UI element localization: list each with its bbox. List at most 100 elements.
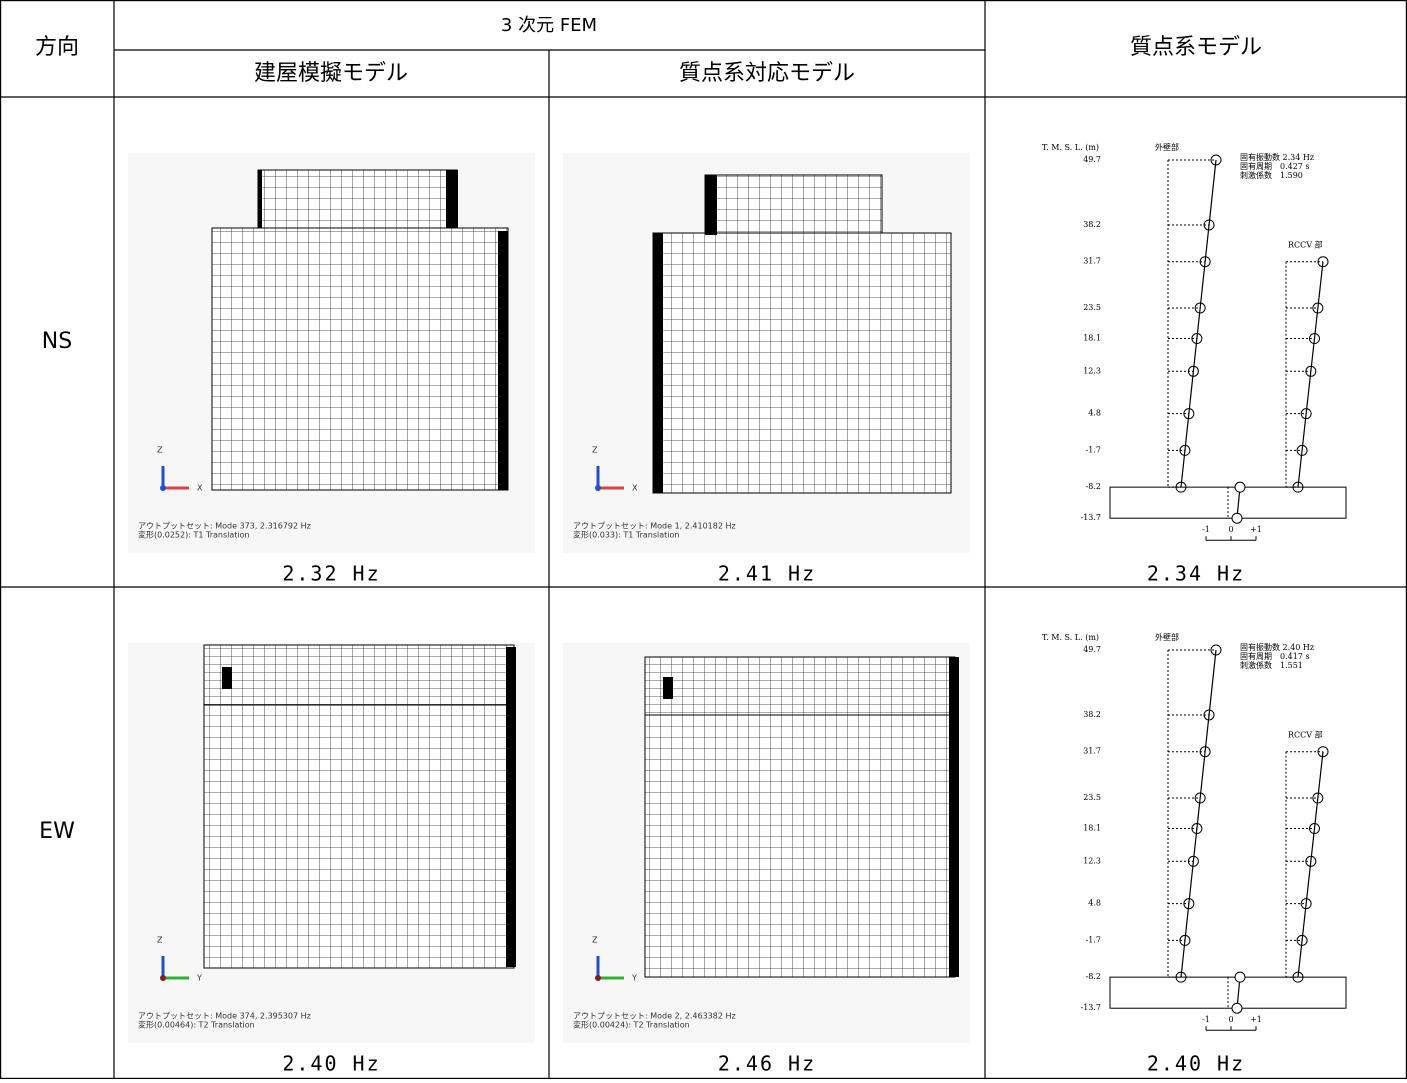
- level-label: 12.3: [1083, 366, 1101, 375]
- axis-label: Z: [592, 446, 598, 455]
- unit-label: T. M. S. L. (m): [1042, 633, 1099, 642]
- rccv-label: RCCV 部: [1288, 240, 1323, 250]
- fem-bar: [949, 657, 959, 977]
- mass-node: [1317, 746, 1329, 758]
- mass-node: [1312, 792, 1324, 804]
- mass-node: [1210, 644, 1222, 656]
- fem-bar: [663, 677, 673, 699]
- mass-node: [1234, 481, 1246, 493]
- mass-node: [1305, 855, 1317, 867]
- scale-label: -1: [1202, 525, 1210, 534]
- fem-bar: [258, 170, 262, 228]
- header-mass-model: 質点系モデル: [1130, 35, 1262, 60]
- outer-label: 外壁部: [1155, 632, 1179, 642]
- mass-node: [1179, 444, 1191, 456]
- mode-info: 刺激係数 1.551: [1240, 660, 1303, 670]
- fem-mesh: [644, 714, 956, 978]
- fem-caption: アウトプットセット: Mode 1, 2.410182 Hz: [573, 522, 736, 531]
- mode-stick: [1297, 261, 1324, 488]
- level-label: -8.2: [1086, 482, 1101, 491]
- mode-stick: [1297, 751, 1324, 978]
- mass-node: [1175, 481, 1187, 493]
- fem-bar: [222, 667, 232, 689]
- level-label: 49.7: [1083, 155, 1101, 164]
- fem-mesh: [203, 644, 515, 706]
- mass-node: [1210, 154, 1222, 166]
- level-label: 23.5: [1083, 793, 1101, 802]
- fem-caption: 変形(0.033): T1 Translation: [573, 530, 680, 540]
- mass-node: [1317, 256, 1329, 268]
- mass-node: [1305, 365, 1317, 377]
- fem-mesh: [652, 232, 952, 494]
- scale-label: -1: [1202, 1015, 1210, 1024]
- level-label: 18.1: [1083, 824, 1101, 833]
- frequency: 2.41 Hz: [718, 562, 816, 586]
- level-label: -13.7: [1080, 1003, 1101, 1012]
- header-fem: 3 次元 FEM: [501, 15, 597, 36]
- scale-label: 0: [1228, 1015, 1233, 1024]
- level-label: 12.3: [1083, 856, 1101, 865]
- level-label: -1.7: [1086, 935, 1101, 944]
- mass-node: [1300, 898, 1312, 910]
- mass-node: [1183, 898, 1195, 910]
- axis-origin: [160, 485, 166, 491]
- fem-caption: 変形(0.00424): T2 Translation: [573, 1020, 690, 1030]
- mass-node: [1194, 302, 1206, 314]
- mass-node: [1199, 256, 1211, 268]
- fem-mesh: [203, 704, 515, 969]
- axis-label: Y: [196, 974, 202, 983]
- fem-caption: アウトプットセット: Mode 373, 2.316792 Hz: [138, 522, 311, 531]
- axis-label: X: [632, 484, 638, 493]
- row-direction: EW: [39, 819, 75, 844]
- unit-label: T. M. S. L. (m): [1042, 143, 1099, 152]
- mass-node: [1179, 934, 1191, 946]
- fem-bar: [506, 647, 516, 967]
- axis-origin: [595, 485, 601, 491]
- mass-node: [1187, 855, 1199, 867]
- fem-caption: アウトプットセット: Mode 2, 2.463382 Hz: [573, 1012, 736, 1021]
- fem-mesh: [211, 227, 509, 491]
- axis-label: Z: [157, 936, 163, 945]
- mass-node: [1292, 971, 1304, 983]
- mode-info: 刺激係数 1.590: [1240, 170, 1303, 180]
- scale-label: +1: [1250, 525, 1262, 534]
- mass-node: [1203, 709, 1215, 721]
- level-label: 31.7: [1083, 747, 1101, 756]
- mass-node: [1199, 746, 1211, 758]
- mode-info: 固有周期 0.427 s: [1240, 161, 1310, 171]
- axis-label: X: [197, 484, 203, 493]
- axis-label: Y: [631, 974, 637, 983]
- fem-bar: [446, 170, 458, 228]
- level-label: 23.5: [1083, 303, 1101, 312]
- header-direction: 方向: [35, 35, 79, 60]
- header-fem-mass: 質点系対応モデル: [679, 61, 855, 86]
- axis-origin: [160, 975, 166, 981]
- mass-node: [1308, 333, 1320, 345]
- level-label: 4.8: [1088, 409, 1101, 418]
- mass-node: [1308, 823, 1320, 835]
- mass-node: [1187, 365, 1199, 377]
- fem-bar: [498, 231, 508, 490]
- fem-caption: 変形(0.00464): T2 Translation: [138, 1020, 255, 1030]
- scale-label: +1: [1250, 1015, 1262, 1024]
- level-label: 38.2: [1083, 710, 1101, 719]
- axis-origin: [595, 975, 601, 981]
- frequency: 2.32 Hz: [282, 562, 380, 586]
- scale-label: 0: [1228, 525, 1233, 534]
- mass-node: [1231, 1002, 1243, 1014]
- level-label: 31.7: [1083, 257, 1101, 266]
- fem-mesh: [644, 656, 956, 716]
- level-label: 4.8: [1088, 899, 1101, 908]
- mass-node: [1194, 792, 1206, 804]
- fem-bar: [705, 175, 717, 235]
- level-label: 38.2: [1083, 220, 1101, 229]
- mode-info: 固有振動数 2.34 Hz: [1240, 152, 1314, 162]
- mass-node: [1183, 408, 1195, 420]
- mass-node: [1175, 971, 1187, 983]
- mass-node: [1191, 823, 1203, 835]
- mass-node: [1296, 934, 1308, 946]
- mass-node: [1231, 512, 1243, 524]
- fem-caption: 変形(0.0252): T1 Translation: [138, 530, 250, 540]
- level-label: -8.2: [1086, 972, 1101, 981]
